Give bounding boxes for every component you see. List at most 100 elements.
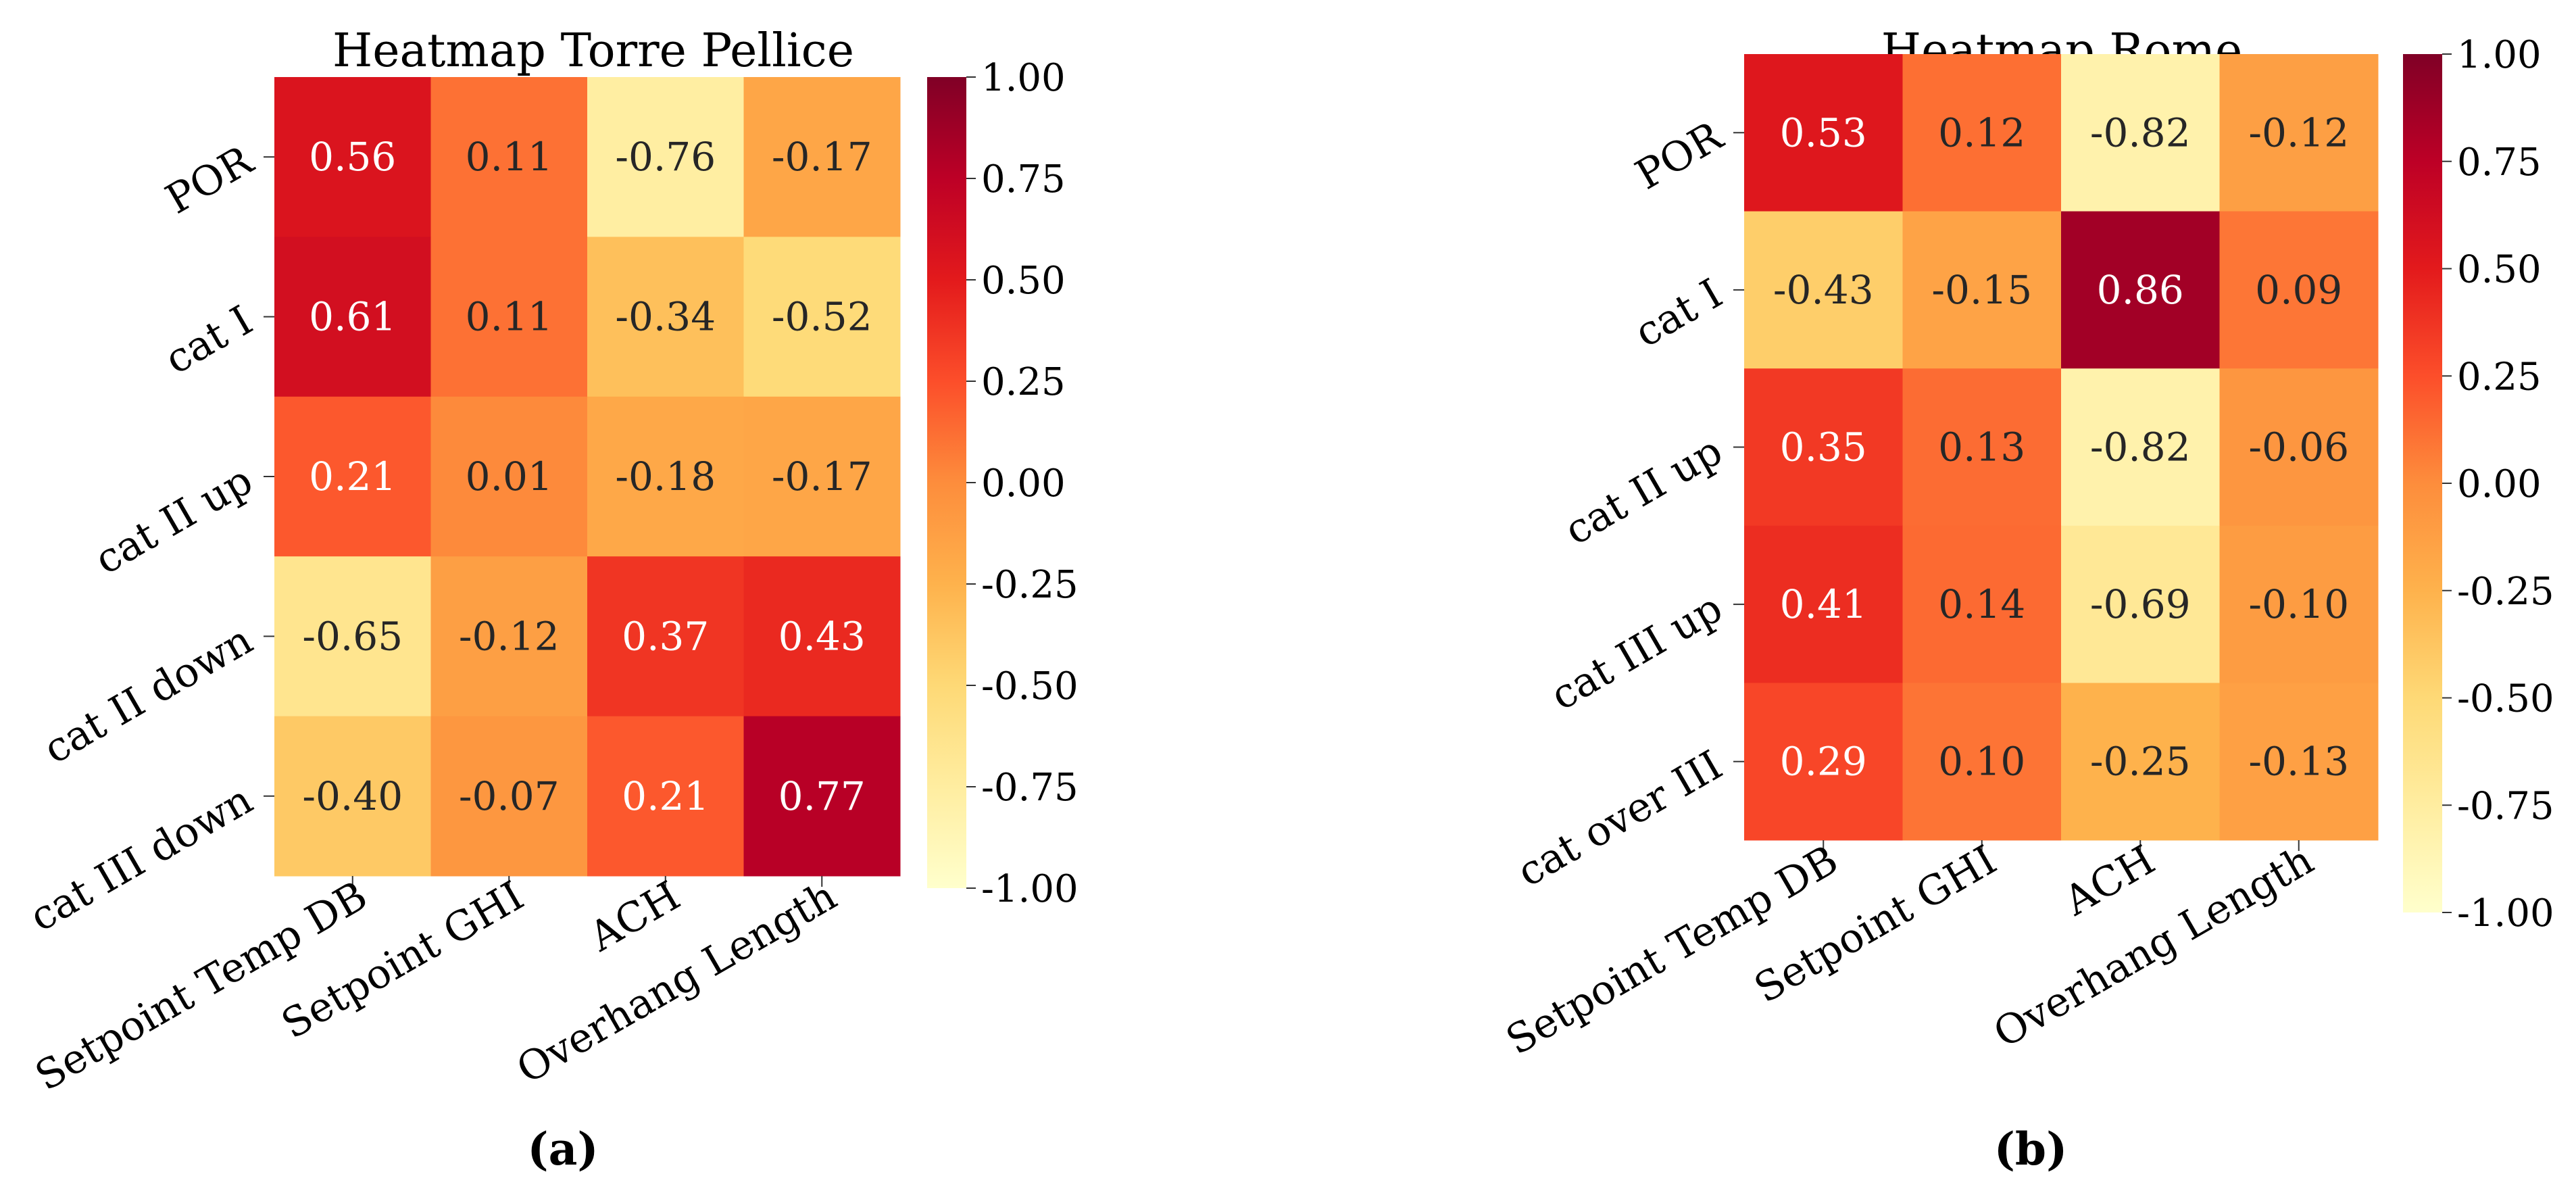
column-label: ACH <box>581 872 688 961</box>
heatmap-cell <box>1902 211 2062 369</box>
chart-title: Heatmap Torre Pellice <box>332 24 854 78</box>
panel-label: (b) <box>1994 1123 2068 1175</box>
cell-value-label: 0.12 <box>1938 109 2025 155</box>
heatmap-cells: 0.53 0.12 -0.82 -0.12 -0.43 -0.15 0.86 0.09 0.35… <box>1744 54 2379 841</box>
cell-value-label: -0.65 <box>302 613 403 659</box>
colorbar-tick-label: 0.75 <box>2457 141 2542 185</box>
cell-value-label: -0.69 <box>2090 581 2191 627</box>
heatmap-cell <box>2061 683 2220 841</box>
heatmap-cell <box>1744 368 1903 527</box>
cell-value-label: -0.52 <box>772 294 872 340</box>
heatmap-cell <box>274 396 431 557</box>
heatmap-cell <box>743 716 901 877</box>
heatmap-cell <box>430 556 588 717</box>
cell-value-label: 0.41 <box>1780 581 1867 627</box>
row-label: POR <box>158 137 262 224</box>
cell-value-label: 0.56 <box>309 134 396 180</box>
colorbar: 1.00 0.75 0.50 0.25 0.00 -0.25 -0.50 -0.75 -1.00 <box>2403 33 2554 935</box>
cell-value-label: 0.61 <box>309 294 396 340</box>
cell-value-label: 0.35 <box>1780 424 1867 470</box>
cell-value-label: -0.07 <box>459 773 560 819</box>
cell-value-label: 0.13 <box>1938 424 2025 470</box>
colorbar-tick-label: 0.25 <box>2457 355 2542 399</box>
heatmap-cell <box>587 556 744 717</box>
cell-value-label: -0.43 <box>1773 267 1874 313</box>
colorbar-gradient <box>927 77 966 888</box>
heatmap-cell <box>2219 525 2379 683</box>
heatmap-cell <box>274 556 431 717</box>
heatmap-cell <box>1744 211 1903 369</box>
cell-value-label: 0.86 <box>2097 267 2184 313</box>
heatmap-cell <box>430 396 588 557</box>
heatmap-cell <box>430 716 588 877</box>
heatmap-cell <box>1744 683 1903 841</box>
cell-value-label: 0.11 <box>466 134 553 180</box>
row-label: POR <box>1628 112 1731 199</box>
colorbar-tick-label: -0.50 <box>981 664 1079 708</box>
heatmap-cell <box>587 77 744 237</box>
panel-label: (a) <box>527 1123 598 1175</box>
cell-value-label: 0.29 <box>1780 739 1867 785</box>
cell-value-label: -0.82 <box>2090 109 2191 155</box>
colorbar-gradient <box>2403 54 2442 912</box>
cell-value-label: 0.10 <box>1938 739 2025 785</box>
cell-value-label: 0.21 <box>309 454 396 499</box>
cell-value-label: 0.11 <box>466 294 553 340</box>
row-label: cat III down <box>22 776 260 941</box>
cell-value-label: -0.25 <box>2090 739 2191 785</box>
heatmap-cell <box>587 716 744 877</box>
column-label: ACH <box>2056 836 2162 925</box>
cell-value-label: -0.12 <box>459 613 560 659</box>
colorbar-tick-label: -0.75 <box>981 766 1079 810</box>
colorbar-tick-label: -0.50 <box>2457 677 2554 721</box>
row-label: cat II up <box>1557 427 1731 555</box>
heatmap-cell <box>2061 54 2220 212</box>
cell-value-label: 0.14 <box>1938 581 2025 627</box>
colorbar-tick-label: -0.25 <box>2457 570 2554 614</box>
cell-value-label: -0.18 <box>615 454 716 499</box>
row-labels: POR cat I cat II up cat III up cat over III <box>1510 112 1744 896</box>
heatmap-cell <box>587 396 744 557</box>
heatmap-cells: 0.56 0.11 -0.76 -0.17 0.61 0.11 -0.34 -0.52 0.21… <box>274 77 901 877</box>
heatmap-cell <box>430 237 588 397</box>
cell-value-label: -0.76 <box>615 134 716 180</box>
cell-value-label: 0.43 <box>778 613 866 659</box>
cell-value-label: 0.01 <box>466 454 553 499</box>
cell-value-label: -0.17 <box>772 134 872 180</box>
heatmap-cell <box>2219 368 2379 527</box>
heatmap-cell <box>274 237 431 397</box>
colorbar-tick-label: 0.00 <box>981 462 1066 506</box>
heatmap-cell <box>2061 525 2220 683</box>
heatmap-panel-rome: Heatmap Rome 0.53 0.12 -0.82 -0.12-0.43 -0.1… <box>1498 24 2554 1175</box>
heatmap-cell <box>430 77 588 237</box>
heatmap-cell <box>1744 54 1903 212</box>
heatmap-cell <box>743 396 901 557</box>
heatmap-cell <box>587 237 744 397</box>
cell-value-label: 0.77 <box>778 773 866 819</box>
heatmap-cell <box>2219 683 2379 841</box>
cell-value-label: -0.10 <box>2248 581 2349 627</box>
cell-value-label: -0.13 <box>2248 739 2349 785</box>
cell-value-label: 0.37 <box>622 613 709 659</box>
row-label: cat II down <box>36 616 261 773</box>
row-label: cat III up <box>1543 584 1730 720</box>
colorbar-tick-label: -0.75 <box>2457 784 2554 828</box>
colorbar-tick-label: 0.50 <box>2457 248 2542 292</box>
colorbar-tick-label: -0.25 <box>981 563 1079 607</box>
cell-value-label: -0.06 <box>2248 424 2349 470</box>
cell-value-label: -0.40 <box>302 773 403 819</box>
cell-value-label: -0.82 <box>2090 424 2191 470</box>
colorbar-tick-label: 1.00 <box>2457 33 2542 77</box>
heatmap-cell <box>2061 211 2220 369</box>
row-label: cat over III <box>1510 741 1731 896</box>
heatmap-cell <box>743 237 901 397</box>
heatmap-cell <box>1744 525 1903 683</box>
heatmap-panel-torre-pellice: Heatmap Torre Pellice 0.56 0.11 -0.76 -0.17… <box>22 24 1078 1175</box>
heatmap-cell <box>1902 368 2062 527</box>
cell-value-label: 0.21 <box>622 773 709 819</box>
cell-value-label: -0.15 <box>1931 267 2032 313</box>
colorbar-tick-label: -1.00 <box>981 867 1079 911</box>
